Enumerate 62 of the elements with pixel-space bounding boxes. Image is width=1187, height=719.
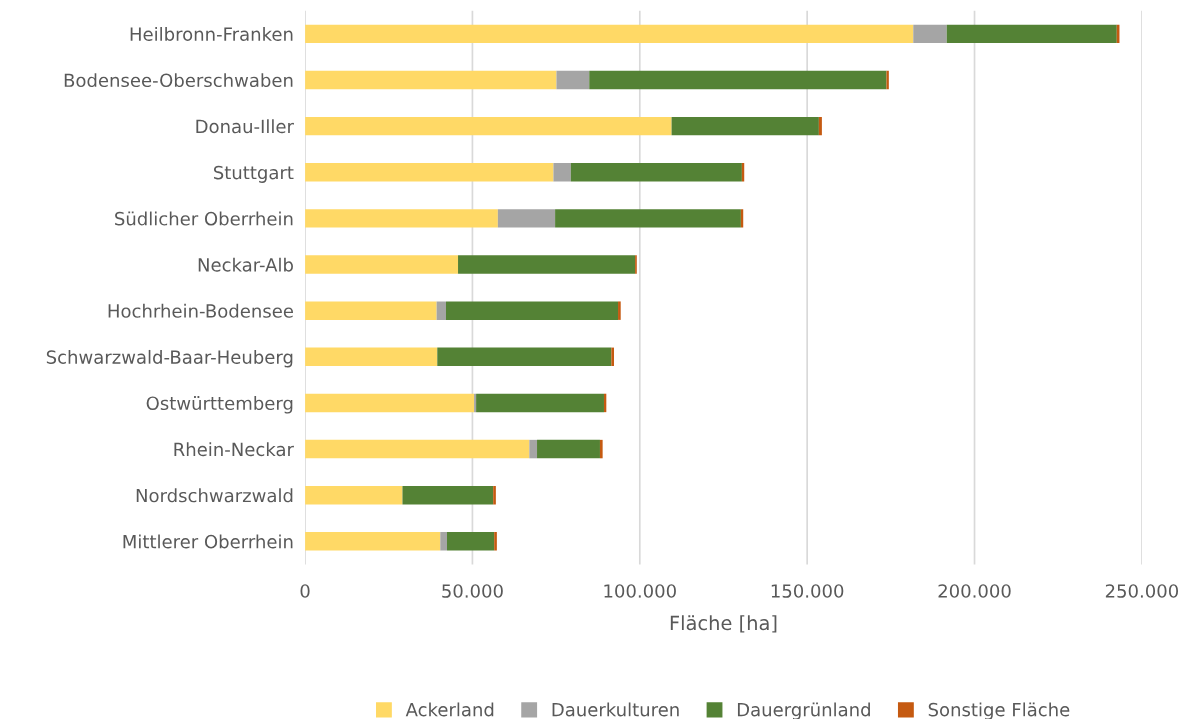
bar [440,532,447,551]
y-tick-label: Hochrhein-Bodensee [108,303,293,318]
x-tick-label: 200.000 [938,584,1011,598]
legend-label: Sonstige Fläche [928,702,1070,719]
bar [537,439,600,459]
bar [305,70,557,90]
bar [497,209,556,228]
bar [599,439,603,459]
y-tick-label: Neckar-Alb [198,257,293,272]
bar [458,255,636,274]
y-tick-label: Nordschwarzwald [136,488,293,503]
legend-label: Dauerkulturen [552,702,679,717]
bar [946,24,1117,44]
y-tick-label: Mittlerer Oberrhein [123,534,293,549]
bar [305,116,672,136]
bar [494,532,497,551]
bar [305,347,438,367]
bar [437,347,612,367]
bar [529,439,538,459]
bar [556,70,590,90]
bar [436,301,446,320]
x-tick-label: 150.000 [771,584,844,598]
bar [671,116,819,136]
x-axis-title: Fläche [ha] [670,615,777,633]
bar [589,70,887,90]
x-tick-label: 50.000 [442,584,503,598]
bar [305,393,475,413]
bar [555,209,741,228]
bar [818,116,822,136]
bar [913,24,947,44]
bar [305,163,554,182]
bar [305,209,498,228]
legend-label: Dauergrünland [737,702,870,719]
y-tick-label: Stuttgart [213,165,294,183]
y-tick-label: Rhein-Neckar [174,442,294,457]
bar [402,485,494,505]
bar [476,393,604,413]
y-tick-label: Schwarzwald-Baar-Heuberg [46,349,293,368]
y-tick-label: Südlicher Oberrhein [115,211,293,226]
y-tick-label: Bodensee-Oberschwaben [64,73,293,88]
bar [553,163,571,182]
legend-label: Ackerland [405,702,494,717]
bar [611,347,615,367]
y-tick-label: Heilbronn-Franken [130,26,293,41]
bar [445,301,619,320]
y-tick-label: Donau-Iller [196,119,294,134]
bar [886,70,889,90]
bar [493,485,496,505]
bar [305,301,437,320]
bar [305,485,403,505]
bar [446,532,495,551]
x-tick-label: 100.000 [604,584,676,598]
bar [305,439,530,459]
bar [474,393,477,413]
x-tick-label: 0 [300,584,310,598]
bar [305,24,914,44]
bar [305,255,459,274]
bar [570,163,742,182]
x-tick-label: 250.000 [1105,584,1179,598]
bar [618,301,621,320]
y-tick-label: Ostwürttemberg [146,396,293,414]
bar [305,532,441,551]
